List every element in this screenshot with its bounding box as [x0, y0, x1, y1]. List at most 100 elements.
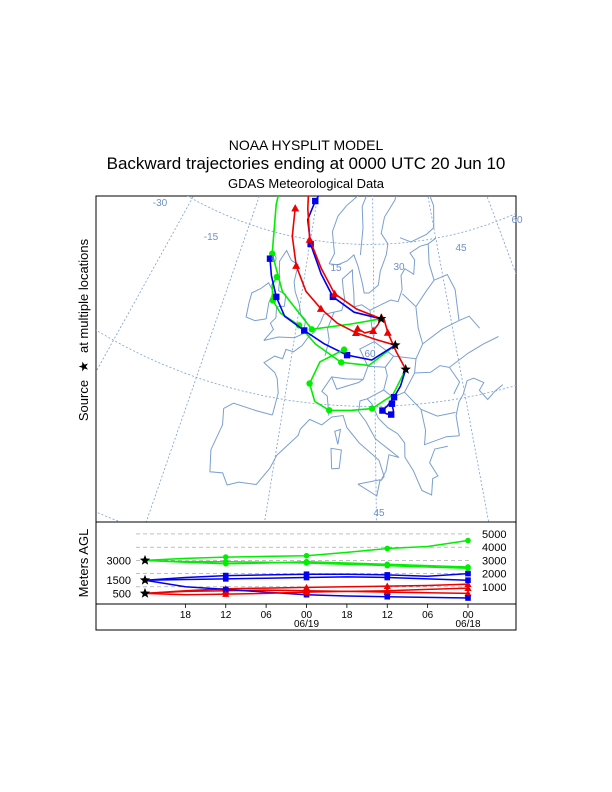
star-glyph: ★ [76, 361, 91, 373]
trajectory-marker [222, 576, 229, 582]
trajectory-marker [222, 590, 230, 597]
source-word: Source [76, 380, 91, 421]
trajectory-marker [465, 577, 471, 583]
map-grid-label: -15 [204, 232, 219, 243]
trajectory-marker [326, 407, 333, 414]
trajectory-marker [303, 574, 310, 581]
trajectory-marker [222, 558, 229, 565]
trajectory-marker [390, 393, 398, 401]
source-star-icon [375, 313, 387, 324]
trajectory-marker [302, 588, 311, 595]
height-tick-label: 4000 [482, 542, 506, 554]
data-source-label: GDAS Meteorological Data [227, 176, 385, 191]
trajectory-marker [384, 562, 391, 569]
trajectory-marker [351, 328, 360, 336]
trajectory-marker [307, 240, 314, 248]
map-y-label: Source ★ at multiple locations [76, 238, 91, 421]
start-height-label: 3000 [107, 555, 131, 567]
time-tick-label: 06 [422, 610, 434, 621]
trajectory-marker [464, 580, 472, 588]
map-grid-label: 45 [373, 508, 385, 519]
trajectory-marker [222, 572, 229, 579]
trajectory-marker [465, 595, 471, 601]
map-grid-label: 15 [330, 263, 342, 274]
trajectory-marker [316, 86, 322, 92]
time-tick-label: 12 [382, 610, 394, 621]
trajectory-marker [353, 324, 362, 332]
trajectory-marker [337, 359, 345, 366]
trajectory-marker [303, 560, 310, 566]
time-tick-label: 00 [301, 610, 313, 621]
trajectory-marker [273, 273, 281, 281]
time-axis-labels: 00 06 12 18 00 06 12 18 06/19 06/18 [180, 604, 481, 630]
trajectory-marker [330, 289, 339, 297]
trajectory-marker [384, 574, 391, 581]
trajectory-marker [387, 411, 395, 418]
trajectory-marker [465, 537, 471, 544]
chart-subtitle: Backward trajectories ending at 0000 UTC… [106, 154, 506, 173]
height-y-label: Meters AGL [76, 529, 91, 598]
height-tick-label: 5000 [482, 529, 506, 541]
coastlines [209, 196, 504, 497]
trajectory-marker [295, 322, 303, 329]
trajectory-marker [333, 164, 339, 170]
map-grid-label: -30 [153, 198, 168, 209]
trajectory-marker [368, 405, 376, 412]
time-tick-label: 18 [341, 610, 353, 621]
trajectory-marker [321, 111, 329, 118]
trajectory-marker [316, 304, 325, 312]
source-rest-word: at multiple locations [76, 238, 91, 353]
trajectory-marker [301, 327, 308, 334]
trajectory-marker [465, 565, 471, 572]
height-trajectories [144, 537, 472, 601]
trajectory-marker [222, 586, 229, 593]
trajectory-marker [383, 328, 392, 336]
trajectory-marker [464, 584, 472, 591]
chart-title: NOAA HYSPLIT MODEL [228, 137, 384, 153]
time-tick-label: 00 [462, 610, 474, 621]
trajectory-marker [222, 554, 229, 560]
height-tick-label: 1000 [482, 582, 506, 594]
trajectory-marker [273, 293, 280, 301]
trajectory-marker [303, 552, 310, 559]
start-height-label: 500 [113, 588, 131, 600]
trajectory-marker [266, 255, 274, 262]
trajectory-marker [343, 351, 351, 359]
source-star-icon [139, 554, 151, 565]
trajectory-marker [388, 400, 396, 407]
trajectory-marker [340, 346, 348, 353]
map-grid-label: 60 [364, 349, 376, 360]
trajectory-marker [305, 170, 313, 177]
time-tick-label: 06 [261, 610, 273, 621]
height-tick-label: 3000 [482, 555, 506, 567]
trajectory-marker [269, 250, 276, 257]
time-tick-label: 18 [180, 610, 192, 621]
trajectory-marker [292, 261, 301, 269]
map-grid-label: 0 [271, 254, 277, 265]
trajectory-marker [384, 545, 391, 552]
trajectory-marker [306, 380, 313, 387]
trajectory-marker [379, 407, 386, 414]
trajectory-marker [465, 570, 471, 577]
time-axis-panel [95, 603, 517, 631]
map-grid-label: 30 [393, 262, 405, 273]
trajectory-marker [384, 593, 391, 600]
trajectory-marker [464, 589, 472, 597]
source-star-icon [139, 587, 151, 598]
trajectory-marker [383, 587, 391, 594]
trajectory-marker [302, 583, 311, 591]
time-tick-label: 12 [220, 610, 232, 621]
source-star-icon [390, 339, 401, 350]
map-trajectories [266, 86, 411, 418]
svg-text:Source ★ at multip: Source ★ at multiple locations [76, 238, 91, 421]
date-label: 06/18 [455, 619, 480, 630]
source-star-icon [139, 574, 151, 585]
trajectory-marker [308, 326, 315, 333]
trajectory-marker [303, 571, 310, 578]
map-grid-label: 60 [511, 215, 523, 226]
trajectory-marker [291, 204, 300, 212]
trajectory-marker [312, 197, 319, 205]
start-height-label: 1500 [107, 575, 131, 587]
